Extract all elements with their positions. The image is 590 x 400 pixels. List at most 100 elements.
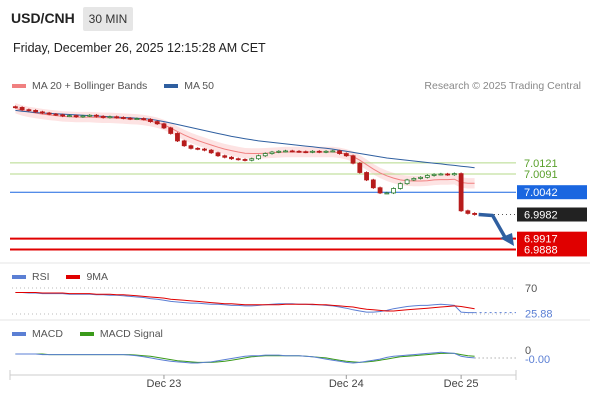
candle-body bbox=[370, 179, 376, 189]
candle-body bbox=[424, 175, 430, 178]
candle-body bbox=[181, 140, 187, 147]
candle-body bbox=[472, 212, 478, 215]
candle-body bbox=[256, 155, 261, 160]
candle-body bbox=[357, 162, 363, 173]
rsi-ma-swatch bbox=[66, 275, 81, 280]
legend-label-macd: MACD bbox=[32, 328, 63, 340]
price-label-box-3 bbox=[517, 207, 587, 222]
candle-body bbox=[26, 109, 32, 112]
candle-body bbox=[451, 173, 457, 176]
candle-body bbox=[121, 117, 126, 119]
legend-label-rsi: RSI bbox=[32, 271, 50, 283]
x-tick-label-2: Dec 25 bbox=[444, 378, 479, 390]
price-label-3: 6.9982 bbox=[524, 210, 558, 222]
legend-item-rsi-ma: 9MA bbox=[66, 271, 108, 283]
legend-item-rsi: RSI bbox=[12, 271, 50, 283]
candle-body bbox=[202, 148, 207, 151]
macd-legend: MACD MACD Signal bbox=[12, 328, 177, 340]
candle-body bbox=[161, 123, 167, 129]
candle-body bbox=[46, 112, 52, 115]
candle-body bbox=[100, 115, 106, 118]
candle-body bbox=[242, 159, 248, 161]
candle-body bbox=[438, 173, 444, 176]
candle-body bbox=[39, 111, 45, 114]
ma20-swatch bbox=[12, 84, 26, 89]
candle-body bbox=[175, 133, 180, 142]
candle-body bbox=[418, 176, 423, 179]
candle-body bbox=[188, 145, 194, 149]
price-label-5: 6.9888 bbox=[524, 244, 558, 256]
rsi-ma-line bbox=[15, 292, 475, 312]
legend-label-ma50: MA 50 bbox=[184, 80, 214, 92]
candle-body bbox=[141, 118, 147, 120]
legend-item-macd-signal: MACD Signal bbox=[79, 328, 163, 340]
candle-body bbox=[283, 150, 288, 153]
candle-body bbox=[316, 150, 322, 153]
candle-body bbox=[411, 178, 417, 181]
legend-item-ma20: MA 20 + Bollinger Bands bbox=[12, 80, 147, 92]
candle-body bbox=[154, 121, 160, 125]
candle-body bbox=[80, 115, 86, 118]
candle-body bbox=[208, 149, 214, 154]
price-label-box-5 bbox=[517, 242, 587, 257]
macd-last-value-label: -0.00 bbox=[525, 354, 550, 366]
price-label-0: 7.0121 bbox=[524, 158, 558, 170]
candle-body bbox=[397, 183, 403, 189]
candle-body bbox=[94, 114, 99, 117]
macd-swatch bbox=[12, 332, 26, 337]
candle-body bbox=[87, 114, 93, 117]
candle-body bbox=[134, 118, 140, 120]
candle-body bbox=[330, 150, 336, 153]
rsi-legend: RSI 9MA bbox=[12, 271, 122, 283]
candle-body bbox=[127, 117, 133, 120]
price-label-box-2 bbox=[517, 185, 587, 200]
legend-label-rsi-ma: 9MA bbox=[86, 271, 109, 283]
candle-body bbox=[168, 127, 174, 134]
price-label-2: 7.0042 bbox=[524, 187, 558, 199]
candle-body bbox=[377, 187, 383, 194]
candle-body bbox=[391, 188, 396, 194]
candle-body bbox=[303, 151, 309, 154]
candle-body bbox=[148, 118, 153, 122]
forecast-arrow-shaft bbox=[478, 212, 508, 240]
candle-body bbox=[262, 153, 268, 157]
rsi-swatch bbox=[12, 275, 26, 280]
candle-body bbox=[276, 150, 282, 153]
ma20-line bbox=[15, 107, 475, 184]
candle-body bbox=[343, 153, 349, 157]
candle-body bbox=[19, 107, 25, 111]
candle-body bbox=[289, 150, 295, 153]
candle-body bbox=[195, 147, 201, 150]
candle-body bbox=[12, 106, 18, 109]
macd-signal-swatch bbox=[79, 332, 94, 337]
candle-body bbox=[107, 116, 113, 119]
rsi-level-70-label: 70 bbox=[525, 283, 537, 295]
datetime-label: Friday, December 26, 2025 12:15:28 AM CE… bbox=[13, 41, 266, 55]
macd-zero-label: 0 bbox=[525, 345, 531, 357]
price-label-1: 7.0091 bbox=[524, 169, 558, 181]
macd-line bbox=[15, 351, 475, 364]
credit-text: Research © 2025 Trading Central bbox=[424, 80, 581, 92]
candle-body bbox=[364, 172, 369, 181]
candle-body bbox=[384, 192, 390, 195]
candle-body bbox=[33, 110, 39, 113]
candle-body bbox=[60, 114, 66, 117]
forecast-arrow-head bbox=[500, 232, 514, 246]
candle-body bbox=[296, 150, 302, 153]
ma50-swatch bbox=[164, 84, 179, 89]
candle-body bbox=[458, 173, 464, 212]
legend-label-ma20: MA 20 + Bollinger Bands bbox=[32, 80, 148, 92]
symbol-title: USD/CNH bbox=[11, 10, 75, 26]
interval-badge[interactable]: 30 MIN bbox=[83, 7, 133, 31]
rsi-last-value-label: 25.88 bbox=[525, 309, 553, 321]
candle-body bbox=[249, 158, 255, 161]
candle-body bbox=[404, 179, 410, 185]
candle-body bbox=[73, 115, 79, 118]
legend-item-ma50: MA 50 bbox=[164, 80, 214, 92]
x-tick-label-1: Dec 24 bbox=[329, 378, 364, 390]
candle-body bbox=[445, 173, 451, 176]
legend-label-macd-signal: MACD Signal bbox=[99, 328, 163, 340]
price-label-box-4 bbox=[517, 231, 587, 246]
candle-body bbox=[337, 150, 342, 154]
